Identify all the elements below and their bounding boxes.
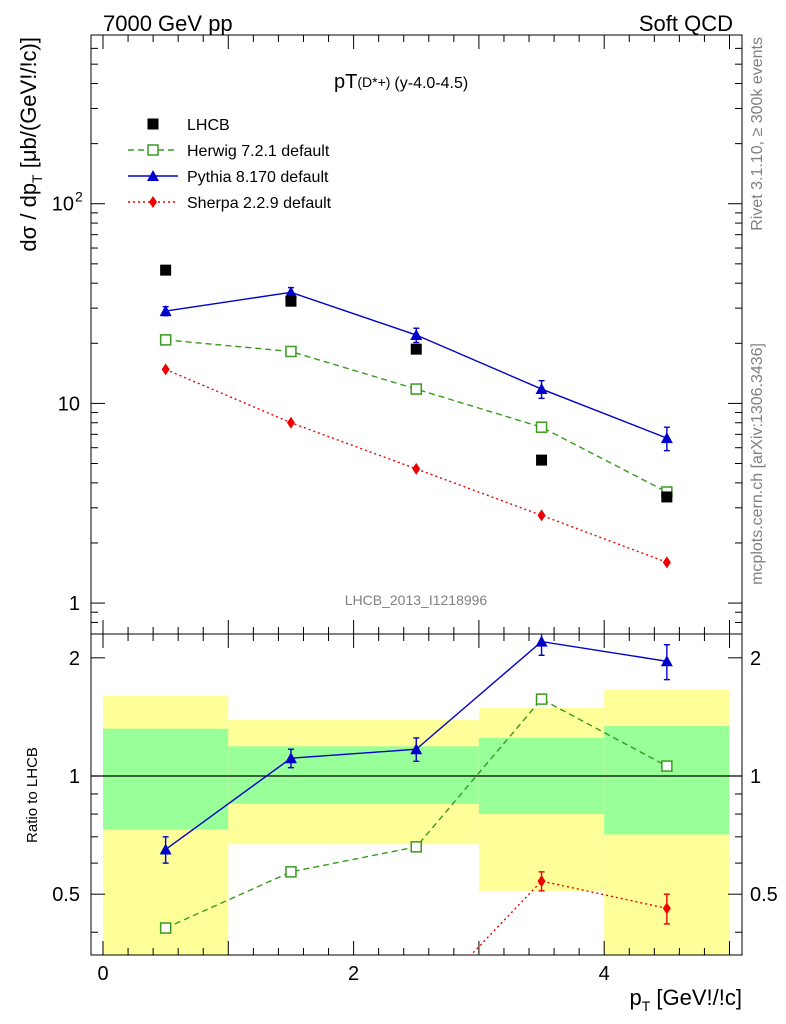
ratio-series-point bbox=[284, 752, 297, 764]
y-tick-label-ratio: 0.5 bbox=[52, 884, 80, 906]
y-tick-label-main: 1 bbox=[69, 593, 80, 615]
series-point bbox=[159, 305, 172, 317]
analysis-label: LHCB_2013_I1218996 bbox=[345, 592, 488, 608]
series-point bbox=[410, 383, 422, 395]
series-point bbox=[284, 286, 297, 298]
y-tick-label-ratio-right: 2 bbox=[750, 648, 761, 670]
y-tick-label-ratio-right: 1 bbox=[750, 766, 761, 788]
series-line bbox=[165, 368, 668, 563]
series-point bbox=[662, 556, 671, 569]
series-line bbox=[165, 291, 668, 439]
plot-title-rest: (y-4.0-4.5) bbox=[394, 75, 468, 92]
xlabel-sub: T bbox=[642, 998, 651, 1014]
series-point bbox=[285, 345, 297, 358]
legend-label: Pythia 8.170 default bbox=[187, 169, 329, 186]
data-point bbox=[160, 264, 172, 276]
mcplots-label: mcplots.cern.ch [arXiv:1306.3436] bbox=[749, 343, 766, 585]
x-tick-label: 2 bbox=[348, 963, 359, 985]
rivet-label: Rivet 3.1.10, ≥ 300k events bbox=[749, 37, 766, 231]
y-tick-label-main: 10 bbox=[58, 393, 80, 415]
legend-marker bbox=[149, 196, 157, 208]
main-ylabel-sub: T bbox=[29, 174, 45, 183]
header-left: 7000 GeV pp bbox=[103, 11, 233, 36]
header-right: Soft QCD bbox=[639, 11, 733, 36]
xlabel: pT [GeV!/!c] bbox=[629, 985, 742, 1014]
series-point bbox=[412, 462, 421, 475]
xlabel-post: [GeV!/!c] bbox=[650, 985, 742, 1010]
plot-title-main: pT bbox=[334, 71, 357, 93]
plot-title: pT(D*+) (y-4.0-4.5) bbox=[334, 71, 468, 93]
ratio-series-point bbox=[159, 922, 172, 934]
series-point bbox=[286, 416, 295, 429]
legend-label: Sherpa 2.2.9 default bbox=[187, 195, 332, 212]
ratio-series-point bbox=[660, 655, 673, 667]
series-point bbox=[535, 421, 548, 433]
legend-label: Herwig 7.2.1 default bbox=[187, 143, 330, 160]
series-point bbox=[535, 383, 548, 395]
main-ylabel: dσ / dpT [μb/(GeV!/!c)] bbox=[16, 37, 45, 252]
xlabel-pre: p bbox=[629, 985, 641, 1010]
ratio-clipped bbox=[159, 634, 673, 955]
ratio-series-point bbox=[535, 693, 548, 705]
y-tick-label-ratio-right: 0.5 bbox=[750, 884, 778, 906]
y-tick-label-ratio: 1 bbox=[69, 766, 80, 788]
ratio-series-point bbox=[410, 841, 422, 853]
y-tick-label-main: 10 bbox=[52, 194, 74, 216]
y-tick-label-ratio: 2 bbox=[69, 648, 80, 670]
series-point bbox=[159, 334, 172, 346]
main-ylabel-post: [μb/(GeV!/!c)] bbox=[16, 37, 41, 174]
ratio-series-point bbox=[159, 843, 172, 855]
ratio-series-point bbox=[285, 866, 297, 878]
legend: LHCB Herwig 7.2.1 default Pythia 8.170 def… bbox=[128, 117, 332, 212]
x-tick-label: 4 bbox=[599, 963, 610, 985]
legend-marker bbox=[147, 118, 159, 130]
legend-label: LHCB bbox=[187, 117, 230, 134]
ratio-series-point bbox=[661, 760, 673, 772]
band-inner bbox=[103, 728, 229, 830]
legend-marker bbox=[147, 170, 159, 181]
series-point bbox=[161, 363, 170, 376]
series-point bbox=[537, 509, 546, 522]
ratio-series-line bbox=[470, 880, 667, 955]
ratio-series-point bbox=[535, 635, 548, 647]
ratio-series-point bbox=[662, 902, 671, 915]
ratio-ylabel: Ratio to LHCB bbox=[24, 747, 41, 843]
uncertainty-bands bbox=[103, 689, 730, 955]
ratio-frame bbox=[90, 633, 743, 956]
data-point bbox=[661, 491, 673, 503]
main-ylabel-pre: dσ / dp bbox=[16, 183, 41, 252]
ratio-plot-marks bbox=[159, 634, 673, 955]
series-line bbox=[165, 339, 668, 493]
series-point bbox=[660, 432, 673, 444]
series-point bbox=[410, 329, 423, 341]
plot-title-sub: (D*+) bbox=[357, 74, 390, 90]
x-tick-label: 0 bbox=[97, 963, 108, 985]
y-tick-label-exp: 2 bbox=[75, 189, 83, 205]
main-plot-marks bbox=[159, 264, 673, 569]
legend-marker bbox=[147, 144, 159, 156]
ratio-series-point bbox=[537, 875, 546, 888]
data-point bbox=[536, 454, 548, 466]
data-point bbox=[285, 295, 297, 307]
ratio-series-point bbox=[410, 743, 423, 755]
data-point bbox=[410, 343, 422, 355]
